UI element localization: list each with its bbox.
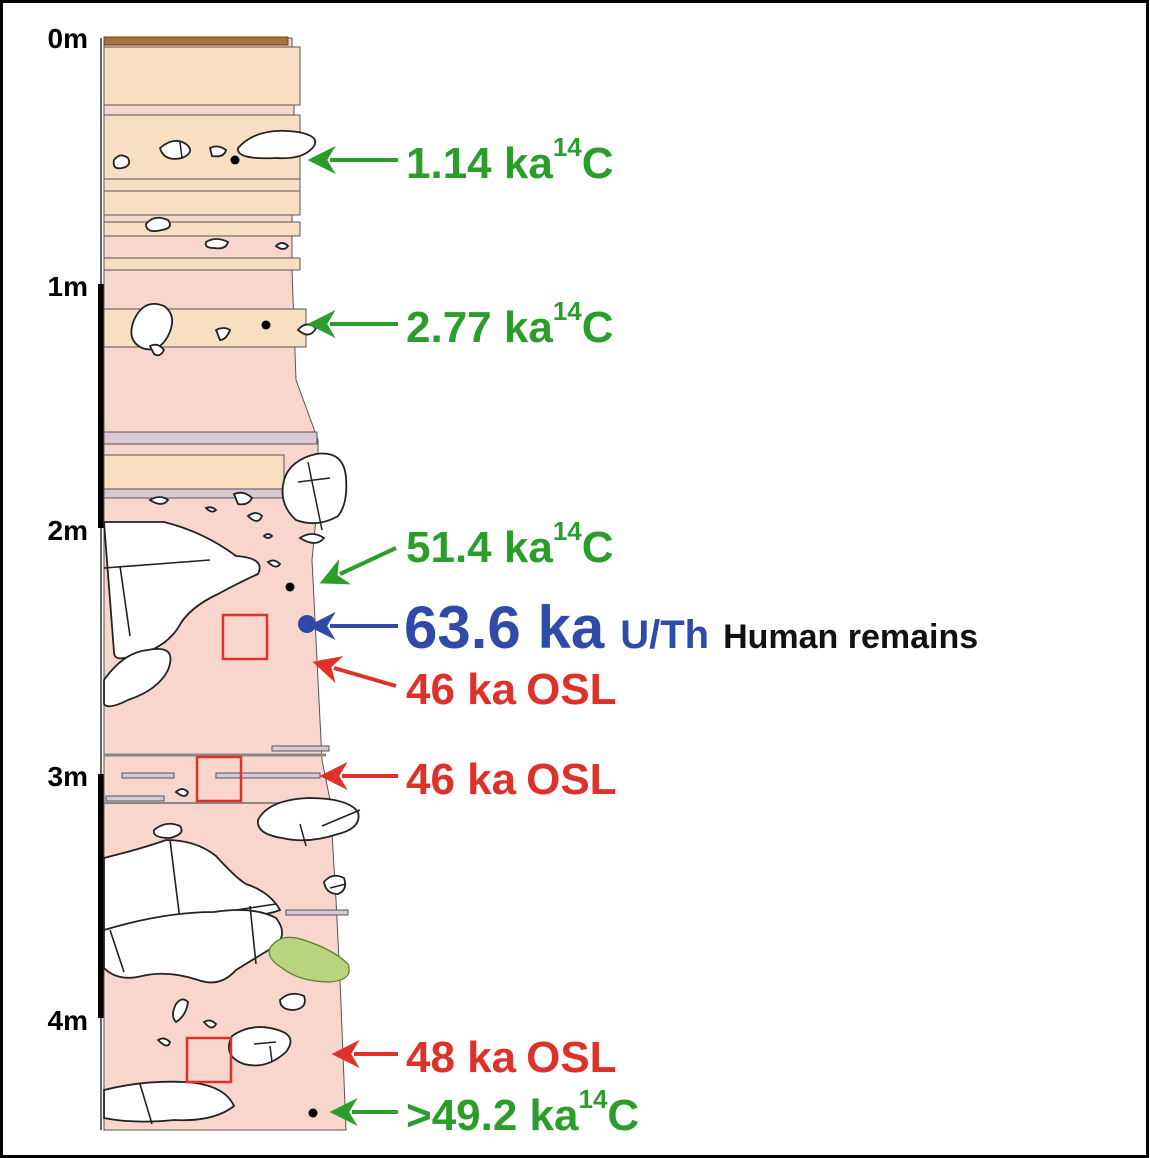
thin-band: [215, 772, 321, 779]
clast: [323, 874, 347, 895]
clast: [274, 242, 290, 250]
sand-layer: [103, 104, 295, 116]
clast: [204, 238, 230, 250]
sand-layer: [103, 454, 285, 490]
date-label-4: 63.6 ka U/Th Human remains: [404, 594, 978, 661]
depth-label-2m: 2m: [48, 515, 88, 546]
clast: [262, 533, 274, 539]
boulder: [228, 1026, 292, 1067]
sample-dot: [285, 582, 295, 592]
clast: [172, 998, 189, 1024]
osl-sample-box: [221, 613, 269, 661]
date-label-3: 51.4 ka14C: [406, 516, 614, 572]
sand-layer: [103, 46, 301, 106]
boulder: [103, 521, 261, 660]
depth-scale-bar-3-4m: [98, 774, 104, 1018]
sample-dot: [261, 320, 271, 330]
clast: [152, 822, 183, 839]
depth-label-0m: 0m: [48, 23, 88, 54]
human-remains-marker: [298, 615, 316, 633]
thin-band: [105, 795, 165, 802]
sand-layer: [103, 190, 301, 216]
topsoil-layer: [103, 36, 289, 46]
depth-label-1m: 1m: [48, 271, 88, 302]
thin-band: [285, 909, 349, 916]
sample-dot: [230, 155, 240, 165]
sand-layer: [103, 178, 301, 192]
sand-layer: [103, 257, 301, 271]
clast: [174, 788, 189, 797]
osl-sample-boxes: [185, 613, 269, 1084]
boulder: [103, 909, 283, 984]
clast: [266, 559, 282, 568]
date-label-7: 48 ka OSL: [406, 1033, 617, 1082]
boulder: [130, 302, 174, 351]
boulder: [281, 452, 348, 525]
clast: [208, 145, 228, 158]
clast: [158, 139, 192, 160]
thin-band: [103, 488, 285, 499]
osl-sample-box: [185, 1036, 233, 1084]
sand-layer: [103, 221, 301, 237]
date-label-1: 1.14 ka14C: [406, 132, 614, 188]
thin-band: [271, 745, 330, 752]
date-label-5: 46 ka OSL: [406, 665, 617, 714]
green-clast: [268, 936, 350, 983]
clast: [232, 491, 254, 506]
boulder: [237, 129, 317, 160]
clast: [202, 1019, 218, 1029]
arrows: [307, 146, 398, 1126]
clast: [214, 327, 232, 341]
clast: [148, 343, 166, 357]
clast: [156, 1037, 171, 1047]
date-label-2: 2.77 ka14C: [406, 296, 614, 352]
clast: [112, 154, 131, 170]
clast: [298, 533, 326, 544]
boulder: [103, 1080, 236, 1123]
boulder: [257, 797, 360, 842]
depth-scale-bar-1-2m: [98, 284, 104, 528]
date-label-8: >49.2 ka14C: [406, 1084, 639, 1140]
clast: [204, 506, 218, 513]
date-labels: 1.14 ka14C 2.77 ka14C 51.4 ka14C 63.6 ka…: [404, 132, 978, 1140]
sample-dot: [308, 1108, 318, 1118]
clast: [145, 216, 171, 233]
depth-label-3m: 3m: [48, 761, 88, 792]
arrow-left-icon: [319, 546, 397, 585]
clasts: [103, 129, 361, 1125]
depth-scale: 0m 1m 2m 3m 4m: [48, 23, 104, 1130]
arrow-left-icon: [312, 656, 397, 688]
clast: [246, 512, 264, 522]
thin-band: [103, 431, 318, 445]
thin-band: [121, 772, 175, 779]
boulder: [103, 648, 172, 708]
date-label-6: 46 ka OSL: [406, 755, 617, 804]
clast: [148, 496, 170, 505]
depth-label-4m: 4m: [48, 1005, 88, 1036]
clast: [279, 992, 306, 1011]
osl-sample-box: [195, 755, 243, 803]
